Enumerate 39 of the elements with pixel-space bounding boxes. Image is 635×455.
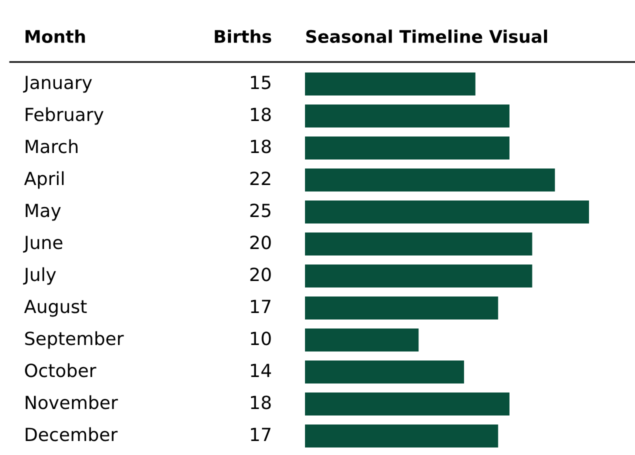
bar [305, 168, 555, 192]
bar [305, 136, 510, 160]
y-tick-label: September [25, 331, 124, 349]
data-label: 22 [250, 172, 270, 185]
bar [305, 72, 476, 96]
bar [305, 328, 419, 352]
data-label: 15 [251, 76, 270, 90]
bar [305, 264, 532, 288]
y-tick-label: April [24, 171, 64, 189]
x-axis-title: Births [214, 30, 272, 44]
bar [305, 424, 498, 448]
y-tick-label: August [24, 300, 87, 317]
data-label: 17 [251, 300, 270, 313]
y-tick-label: June [23, 236, 62, 253]
data-label: 18 [251, 108, 271, 122]
data-label: 18 [251, 140, 271, 154]
bar [305, 104, 510, 128]
y-tick-label: January [23, 76, 92, 93]
data-label: 25 [250, 204, 270, 218]
y-tick-label: March [26, 139, 78, 154]
data-label: 20 [250, 236, 271, 250]
bar [305, 200, 589, 224]
y-tick-label: October [25, 363, 96, 378]
y-tick-label: July [23, 267, 56, 285]
bar [305, 296, 498, 320]
data-label: 20 [250, 268, 271, 282]
y-tick-label: February [26, 107, 104, 125]
y-tick-label: December [26, 427, 118, 442]
y-tick-label: May [26, 204, 61, 221]
bar [305, 232, 532, 256]
data-label: 10 [251, 332, 271, 346]
y-tick-label: November [26, 395, 118, 410]
y-axis-title: Month [26, 30, 85, 44]
bar [305, 360, 464, 384]
bar [305, 392, 510, 416]
data-label: 14 [251, 364, 271, 377]
data-label: 18 [251, 396, 271, 410]
data-label: 17 [251, 428, 270, 441]
chart-title: Seasonal Timeline Visual [306, 30, 548, 44]
